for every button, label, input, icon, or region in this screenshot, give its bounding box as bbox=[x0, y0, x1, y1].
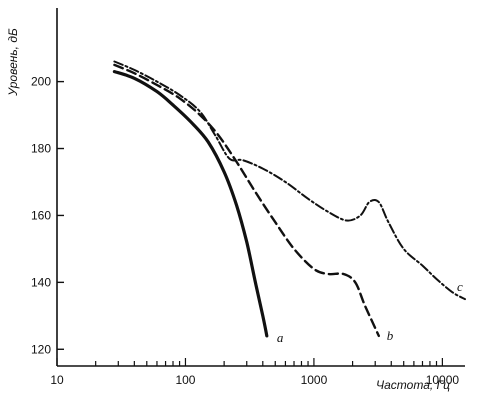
series-label-b: b bbox=[387, 328, 394, 343]
x-axis-ticks: 10 100 1000 10000 bbox=[50, 358, 459, 387]
y-axis-title: Уровень, дБ bbox=[6, 28, 20, 97]
x-tick-label: 10 bbox=[50, 373, 64, 387]
x-tick-label: 1000 bbox=[301, 373, 328, 387]
x-axis-title: Частота, Гц bbox=[376, 378, 450, 392]
series-line-a bbox=[112, 70, 269, 338]
y-tick-label: 140 bbox=[31, 275, 51, 289]
series-line-c bbox=[113, 60, 466, 301]
series-label-c: c bbox=[457, 279, 463, 294]
plot-frame bbox=[56, 8, 465, 367]
series-label-a: a bbox=[277, 330, 284, 345]
curve-labels: a b c bbox=[277, 279, 463, 345]
x-tick-label: 100 bbox=[175, 373, 195, 387]
y-tick-label: 180 bbox=[31, 142, 51, 156]
x-tick-label: 10000 bbox=[426, 373, 460, 387]
y-tick-label: 200 bbox=[31, 75, 51, 89]
curves bbox=[112, 60, 466, 338]
y-tick-label: 160 bbox=[31, 208, 51, 222]
series-line-b bbox=[113, 63, 380, 338]
y-tick-label: 120 bbox=[31, 342, 51, 356]
y-axis-ticks: 120 140 160 180 200 bbox=[31, 75, 64, 356]
